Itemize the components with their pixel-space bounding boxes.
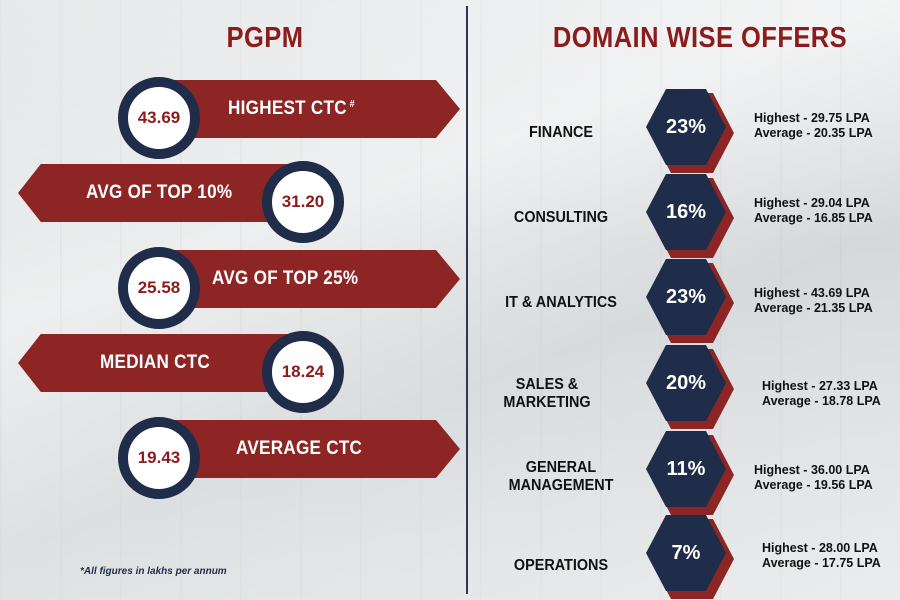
- domain-it-analytics-average: Average - 21.35 LPA: [754, 301, 873, 315]
- domain-general-management-average: Average - 19.56 LPA: [754, 478, 873, 492]
- domain-general-management-stats: Highest - 36.00 LPA Average - 19.56 LPA: [754, 463, 873, 493]
- domain-name-line1: FINANCE: [528, 124, 593, 141]
- avg-top-25-value: 25.58: [118, 247, 200, 329]
- highest-ctc-value: 43.69: [118, 77, 200, 159]
- avg-top-25-banner: AVG OF TOP 25%: [160, 250, 460, 308]
- domain-consulting-stats: Highest - 29.04 LPA Average - 16.85 LPA: [754, 196, 873, 226]
- domain-consulting-hexagon: 16%: [646, 174, 734, 258]
- domain-name-line1: IT & ANALYTICS: [505, 294, 617, 311]
- avg-top-10-label: AVG OF TOP 10%: [86, 182, 233, 203]
- median-ctc-label: MEDIAN CTC: [100, 352, 211, 373]
- domain-it-analytics-label: IT & ANALYTICS: [494, 294, 629, 312]
- domain-name-line1: CONSULTING: [513, 209, 609, 226]
- domain-operations-stats: Highest - 28.00 LPA Average - 17.75 LPA: [762, 541, 881, 571]
- domain-general-management-highest: Highest - 36.00 LPA: [754, 463, 870, 477]
- domain-consulting-highest: Highest - 29.04 LPA: [754, 196, 870, 210]
- domain-it-analytics-hexagon: 23%: [646, 259, 734, 343]
- domain-name-line2: MARKETING: [503, 394, 591, 411]
- domain-it-analytics-stats: Highest - 43.69 LPA Average - 21.35 LPA: [754, 286, 873, 316]
- domain-consulting-label: CONSULTING: [494, 209, 629, 227]
- domain-sales-marketing-average: Average - 18.78 LPA: [762, 394, 881, 408]
- domain-operations-average: Average - 17.75 LPA: [762, 556, 881, 570]
- highest-ctc-label: HIGHEST CTC: [228, 98, 347, 119]
- median-ctc-value: 18.24: [262, 331, 344, 413]
- avg-top-10-banner: AVG OF TOP 10%: [18, 164, 303, 222]
- figures-footnote: *All figures in lakhs per annum: [80, 566, 227, 577]
- domain-general-management-label: GENERAL MANAGEMENT: [494, 459, 629, 495]
- average-ctc-banner: AVERAGE CTC: [160, 420, 460, 478]
- domain-finance-average: Average - 20.35 LPA: [754, 126, 873, 140]
- domain-sales-marketing-hexagon: 20%: [646, 345, 734, 429]
- pgpm-title: PGPM: [226, 22, 304, 54]
- domain-it-analytics-highest: Highest - 43.69 LPA: [754, 286, 870, 300]
- domain-name-line1: GENERAL: [525, 459, 597, 476]
- domain-consulting-average: Average - 16.85 LPA: [754, 211, 873, 225]
- domain-finance-highest: Highest - 29.75 LPA: [754, 111, 870, 125]
- center-divider: [466, 6, 468, 594]
- domain-name-line2: MANAGEMENT: [508, 477, 614, 494]
- domain-operations-label: OPERATIONS: [494, 557, 629, 575]
- domain-sales-marketing-highest: Highest - 27.33 LPA: [762, 379, 878, 393]
- domain-general-management-hexagon: 11%: [646, 431, 734, 515]
- domain-operations-hexagon: 7%: [646, 515, 734, 599]
- highest-ctc-footnote-mark: #: [349, 98, 355, 110]
- domain-finance-hexagon: 23%: [646, 89, 734, 173]
- domain-name-line1: SALES &: [515, 376, 579, 393]
- domain-name-line1: OPERATIONS: [513, 557, 609, 574]
- domain-sales-marketing-label: SALES & MARKETING: [480, 376, 615, 412]
- avg-top-25-label: AVG OF TOP 25%: [212, 268, 359, 289]
- domain-wise-offers-title: DOMAIN WISE OFFERS: [552, 22, 848, 54]
- highest-ctc-banner: HIGHEST CTC #: [160, 80, 460, 138]
- domain-finance-label: FINANCE: [494, 124, 629, 142]
- median-ctc-banner: MEDIAN CTC: [18, 334, 303, 392]
- domain-operations-highest: Highest - 28.00 LPA: [762, 541, 878, 555]
- average-ctc-value: 19.43: [118, 417, 200, 499]
- average-ctc-label: AVERAGE CTC: [236, 438, 363, 459]
- domain-finance-stats: Highest - 29.75 LPA Average - 20.35 LPA: [754, 111, 873, 141]
- avg-top-10-value: 31.20: [262, 161, 344, 243]
- domain-sales-marketing-stats: Highest - 27.33 LPA Average - 18.78 LPA: [762, 379, 881, 409]
